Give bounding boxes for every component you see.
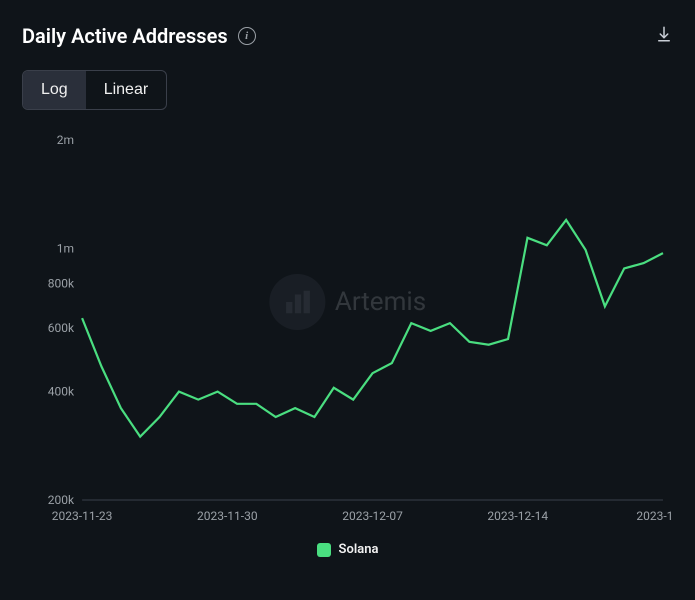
legend-label: Solana bbox=[339, 542, 379, 557]
svg-text:2023-12...: 2023-12... bbox=[636, 509, 673, 523]
scale-toggle: Log Linear bbox=[22, 70, 167, 110]
chart-area: Artemis 200k400k600k800k1m2m2023-11-2320… bbox=[22, 130, 673, 530]
svg-text:2023-11-23: 2023-11-23 bbox=[52, 509, 113, 523]
svg-text:2m: 2m bbox=[57, 133, 74, 147]
svg-text:2023-12-07: 2023-12-07 bbox=[342, 509, 403, 523]
svg-text:200k: 200k bbox=[48, 493, 75, 507]
panel-title: Daily Active Addresses bbox=[22, 24, 228, 48]
svg-text:800k: 800k bbox=[48, 276, 75, 290]
info-icon[interactable]: i bbox=[238, 27, 256, 45]
title-group: Daily Active Addresses i bbox=[22, 24, 256, 48]
svg-text:2023-12-14: 2023-12-14 bbox=[487, 509, 548, 523]
legend-swatch bbox=[317, 543, 331, 557]
line-chart: 200k 400k 600k 800k 1m 2m 2023-11-23 2023-11-30… bbox=[22, 130, 673, 530]
panel-header: Daily Active Addresses i bbox=[22, 24, 673, 48]
download-icon[interactable] bbox=[655, 25, 673, 47]
chart-panel: Daily Active Addresses i Log Linear Arte… bbox=[0, 0, 695, 600]
svg-text:2023-11-30: 2023-11-30 bbox=[197, 509, 258, 523]
svg-text:1m: 1m bbox=[57, 241, 74, 255]
scale-toggle-log[interactable]: Log bbox=[23, 71, 86, 109]
scale-toggle-linear[interactable]: Linear bbox=[86, 71, 166, 109]
legend: Solana bbox=[22, 542, 673, 557]
svg-text:400k: 400k bbox=[48, 385, 75, 399]
svg-text:600k: 600k bbox=[48, 321, 75, 335]
